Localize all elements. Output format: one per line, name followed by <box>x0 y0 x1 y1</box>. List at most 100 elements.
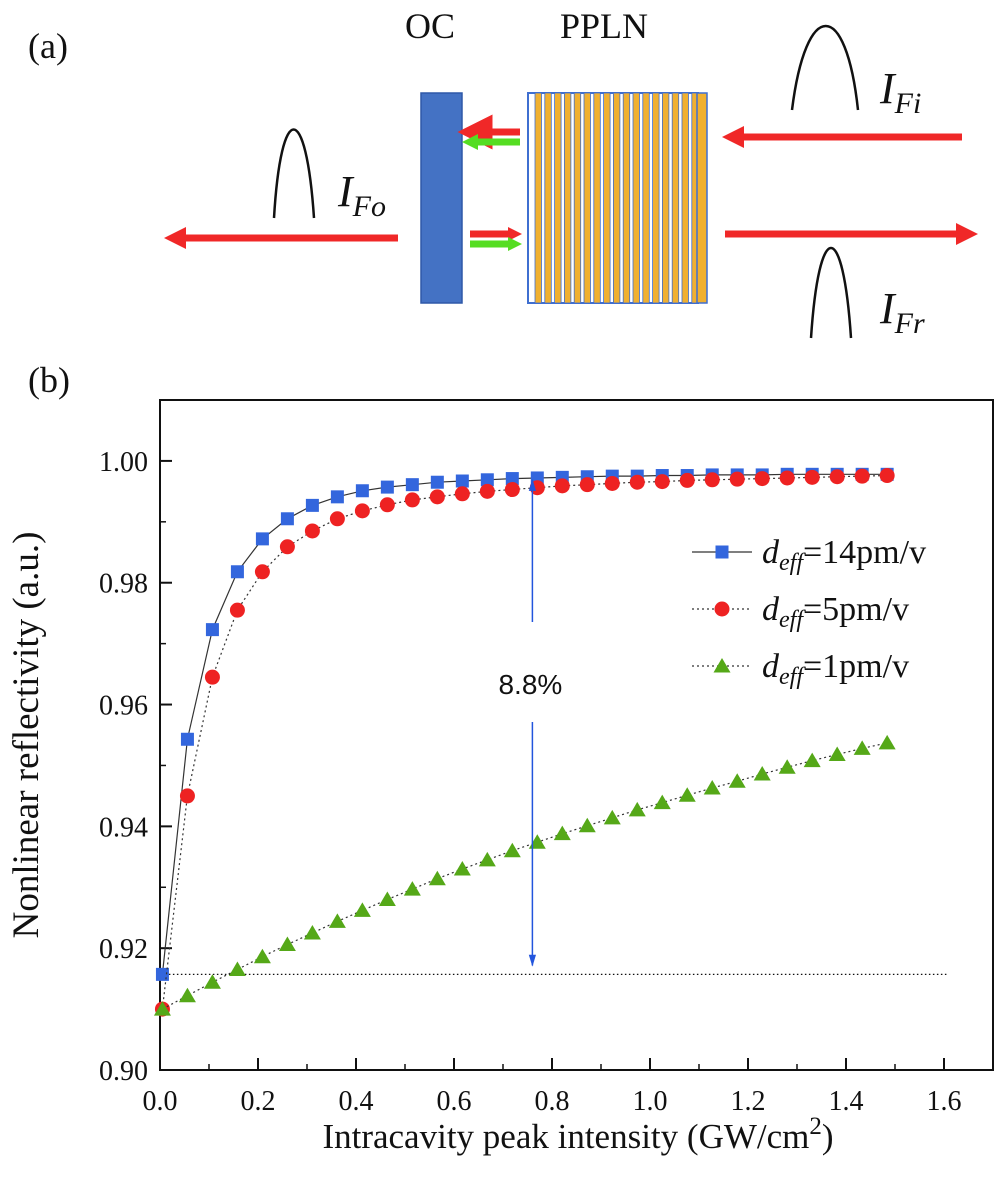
ppln-domain-stripe <box>554 92 562 304</box>
data-point <box>503 842 521 858</box>
legend-marker <box>715 545 729 559</box>
data-point <box>854 468 870 484</box>
difference-annotation: 8.8% <box>498 669 562 700</box>
legend: deff=14pm/v deff=5pm/v deff=1pm/v <box>692 534 926 690</box>
data-point <box>379 497 395 513</box>
legend-entry: deff=1pm/v <box>692 648 909 690</box>
output-pulse-icon <box>272 128 316 219</box>
harmonic-arrowhead-back <box>462 134 478 150</box>
ppln-domain-stripe <box>662 92 670 304</box>
data-point <box>553 825 571 841</box>
data-point <box>355 484 369 498</box>
ppln-domain-stripe <box>544 92 552 304</box>
fundamental-arrowhead-forward <box>508 227 522 241</box>
data-point <box>180 732 194 746</box>
data-point <box>403 881 421 896</box>
series-line <box>161 474 888 1010</box>
data-point <box>354 503 370 519</box>
data-point <box>303 924 321 940</box>
reflected-pulse-icon <box>809 247 853 339</box>
y-axis-ticks: 0.90 0.92 0.94 0.96 0.98 1.00 <box>99 399 172 1087</box>
data-point <box>305 498 319 512</box>
data-point <box>579 477 595 493</box>
x-tick-label: 1.0 <box>633 1086 668 1117</box>
data-point <box>204 669 220 685</box>
series-square <box>155 467 894 981</box>
legend-entry: deff=14pm/v <box>692 534 926 576</box>
x-tick-label: 0.0 <box>143 1086 178 1117</box>
panel-a-label: (a) <box>28 26 68 66</box>
data-point <box>678 787 696 802</box>
data-point <box>478 851 496 867</box>
y-tick-label: 1.00 <box>99 447 148 478</box>
x-tick-label: 1.4 <box>829 1086 864 1117</box>
x-tick-label: 0.4 <box>339 1086 374 1117</box>
data-point <box>878 734 896 750</box>
output-beam-label: IFo <box>337 167 386 223</box>
x-axis-label: Intracavity peak intensity (GW/cm2) <box>322 1113 833 1156</box>
data-point <box>280 512 294 526</box>
data-point <box>703 779 721 795</box>
data-point <box>203 974 221 989</box>
data-point <box>453 861 471 876</box>
data-point <box>603 809 621 825</box>
data-point <box>455 474 469 488</box>
legend-label: deff=1pm/v <box>762 648 909 690</box>
harmonic-arrowhead-forward <box>508 237 522 251</box>
ppln-domain-stripe <box>583 92 591 304</box>
y-tick-label: 0.90 <box>99 1056 148 1087</box>
data-point <box>778 759 796 774</box>
data-point <box>179 788 195 804</box>
ppln-domain-stripe <box>652 92 660 304</box>
data-point <box>428 870 446 886</box>
x-tick-label: 1.6 <box>927 1086 962 1117</box>
ppln-domain-stripe <box>593 92 601 304</box>
data-point <box>479 483 495 499</box>
ppln-domain-stripe <box>534 92 542 304</box>
data-point <box>753 765 771 781</box>
oc-label: OC <box>405 6 455 46</box>
y-tick-label: 0.92 <box>99 934 148 965</box>
data-point <box>454 486 470 502</box>
data-point <box>828 746 846 761</box>
data-point <box>654 474 670 490</box>
data-point <box>704 472 720 488</box>
ppln-domain-stripe <box>573 92 582 304</box>
data-point <box>429 489 445 505</box>
data-point <box>405 478 419 492</box>
data-point <box>304 523 320 539</box>
series-circle <box>154 468 895 1017</box>
y-tick-label: 0.94 <box>99 812 148 843</box>
data-point <box>803 752 821 768</box>
data-point <box>329 511 345 527</box>
legend-label: deff=14pm/v <box>762 534 926 576</box>
data-point <box>229 602 245 618</box>
data-point <box>829 469 845 485</box>
ppln-domain-stripe <box>632 92 640 304</box>
data-point <box>879 468 895 484</box>
panel-b-label: (b) <box>28 360 70 400</box>
data-point <box>228 961 246 976</box>
data-point <box>254 564 270 580</box>
data-point <box>504 482 520 498</box>
x-tick-label: 0.6 <box>437 1086 472 1117</box>
plot-frame <box>159 399 994 1071</box>
data-point <box>353 902 371 917</box>
legend-marker <box>714 601 730 617</box>
data-point <box>679 472 695 488</box>
data-point <box>253 948 271 964</box>
data-point <box>205 623 219 637</box>
data-point <box>328 913 346 928</box>
data-point <box>278 936 296 952</box>
data-point <box>528 834 546 849</box>
data-point <box>578 817 596 833</box>
data-point <box>404 492 420 508</box>
x-tick-label: 0.8 <box>535 1086 570 1117</box>
data-point <box>230 565 244 579</box>
series-line <box>162 742 888 1010</box>
data-point <box>554 478 570 494</box>
reflected-beam-arrowhead <box>956 223 978 245</box>
data-point <box>430 475 444 489</box>
data-point <box>505 472 519 486</box>
